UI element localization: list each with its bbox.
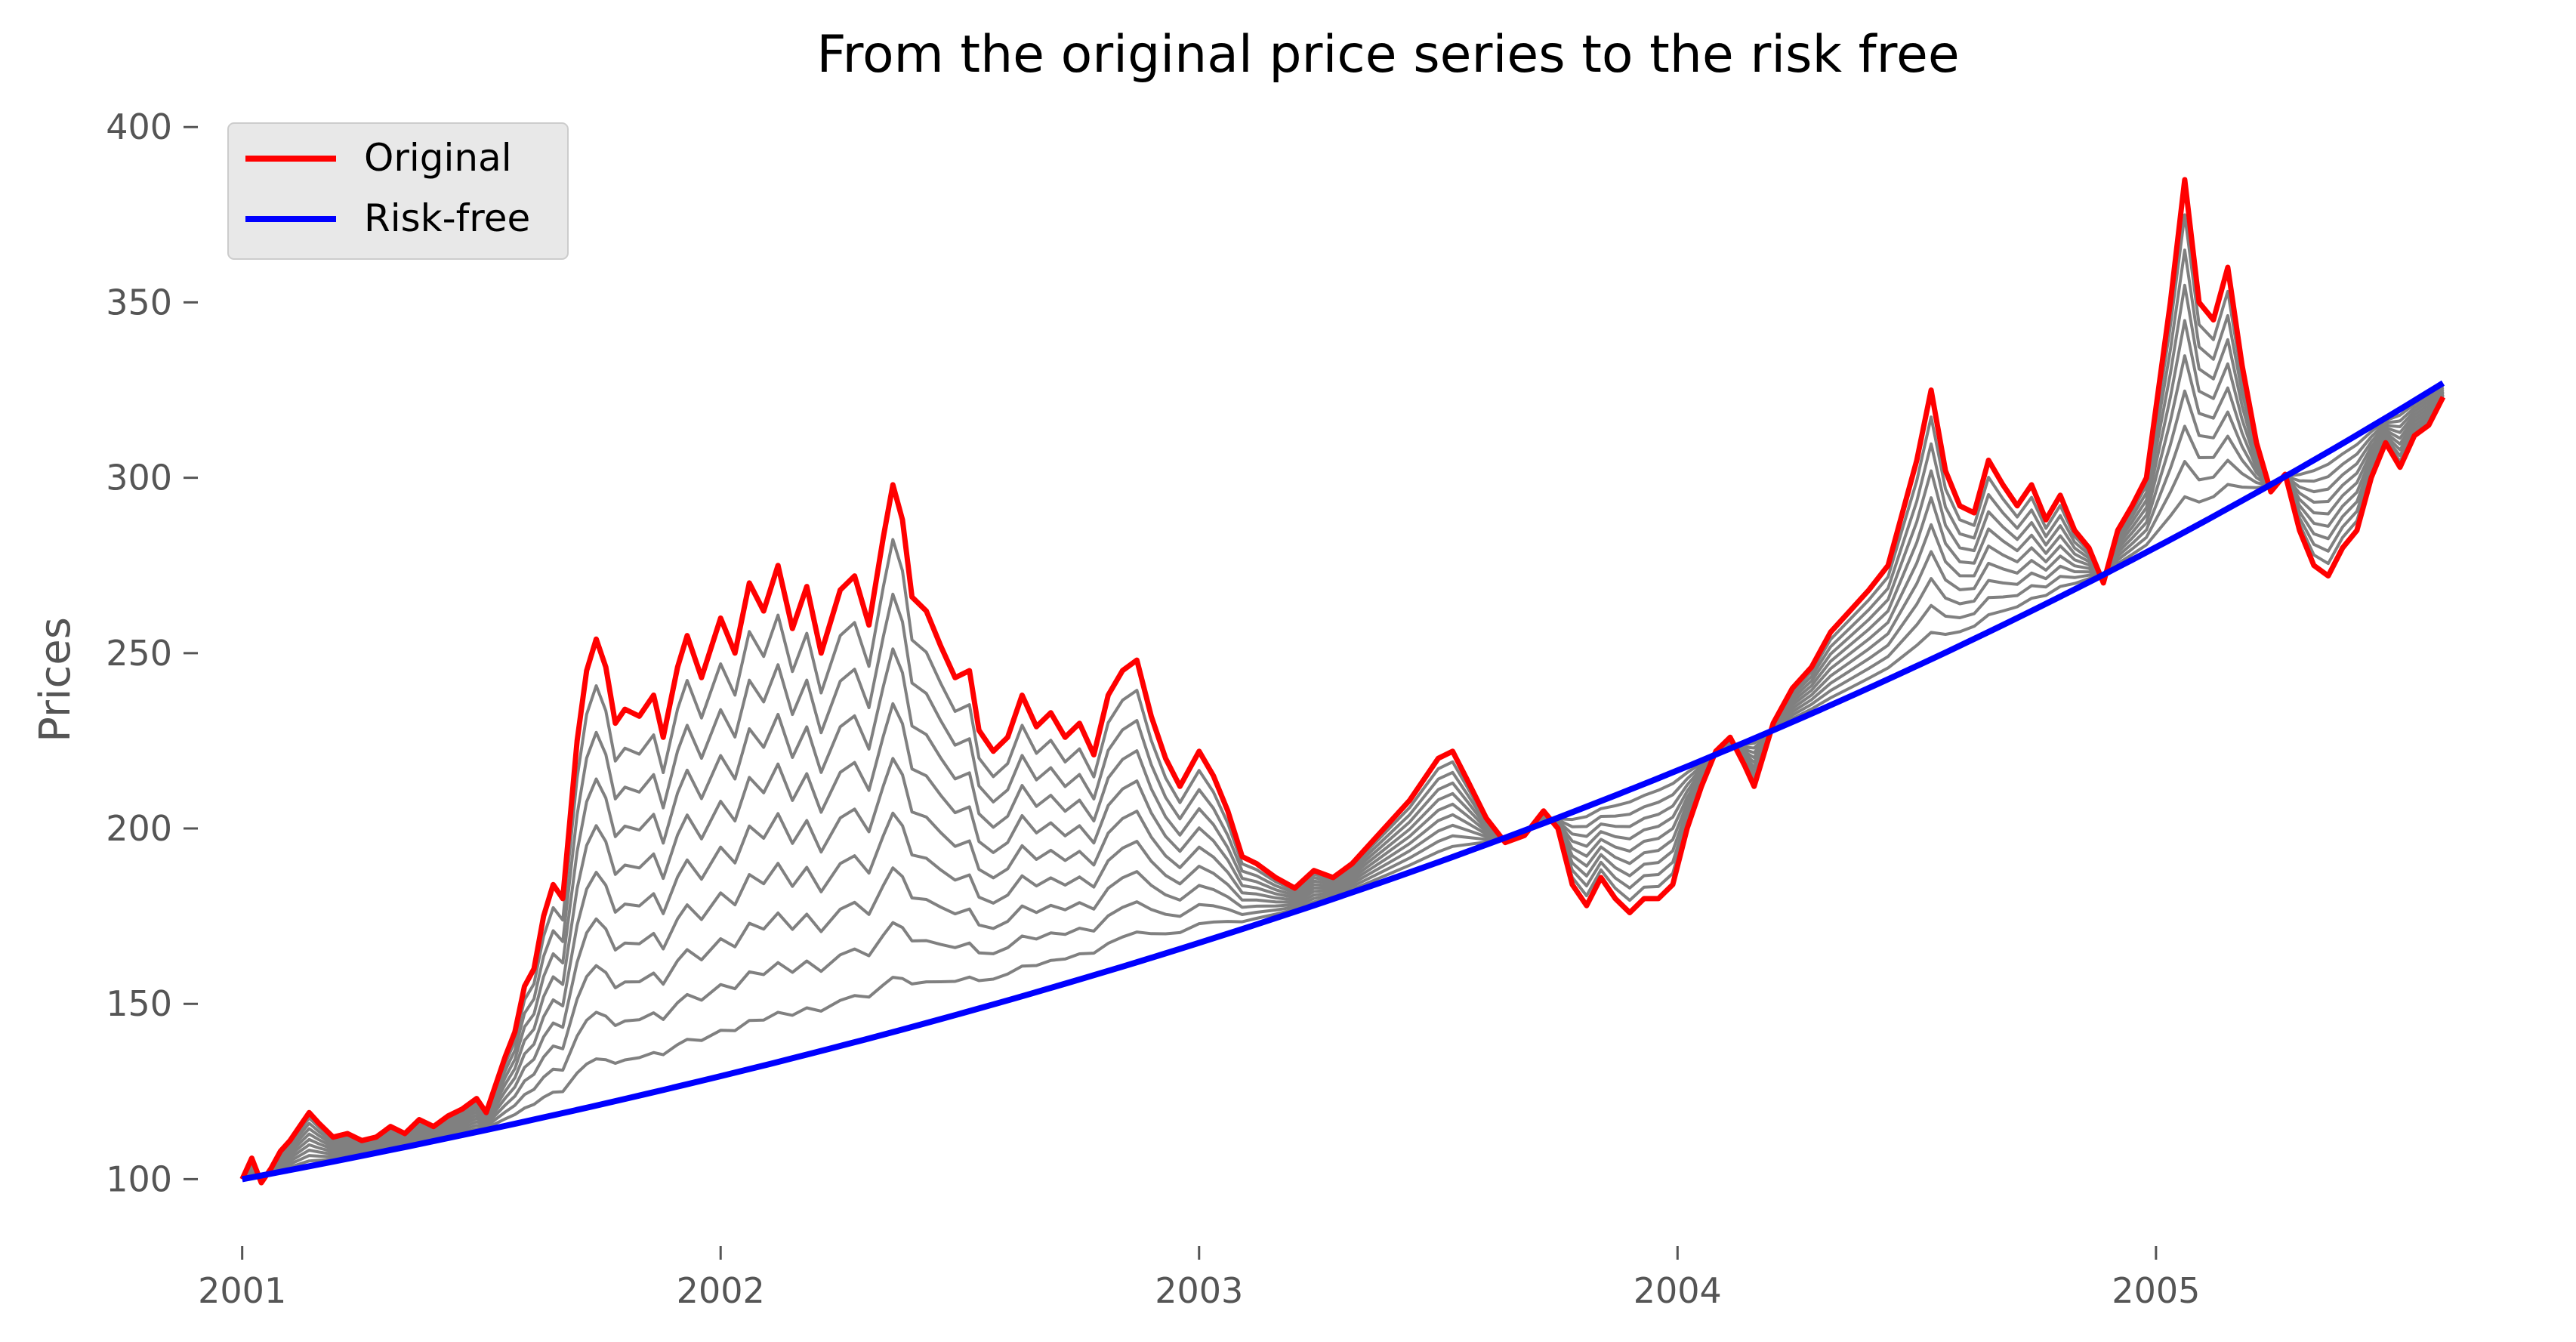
legend: Original Risk-free [227, 122, 569, 260]
blend-series-line [240, 213, 2445, 1184]
x-tick-label: 2004 [1634, 1270, 1722, 1311]
blend-series-line [241, 383, 2445, 1181]
blend-series-line [241, 319, 2445, 1182]
blend-series-group [240, 213, 2445, 1184]
series-line-original [239, 177, 2446, 1186]
y-tick-label: 250 [106, 633, 172, 674]
series-line-risk-free [241, 380, 2445, 1183]
blend-series-line [241, 386, 2445, 1180]
y-tick-label: 350 [106, 282, 172, 322]
x-tick-label: 2003 [1155, 1270, 1243, 1311]
blend-series-line [241, 387, 2445, 1180]
y-tick-label: 100 [106, 1158, 172, 1199]
blend-series-line [241, 384, 2445, 1181]
chart-title: From the original price series to the ri… [816, 25, 1959, 85]
y-axis: 100 150 200 250 300 350 400 [106, 106, 198, 1199]
y-tick-label: 200 [106, 808, 172, 849]
x-tick-label: 2001 [198, 1270, 286, 1311]
blend-series-line [241, 283, 2445, 1183]
x-tick-label: 2005 [2112, 1270, 2200, 1311]
x-axis: 2001 2002 2003 2004 2005 [198, 1246, 2200, 1311]
y-tick-label: 150 [106, 983, 172, 1024]
legend-label-risk-free: Risk-free [364, 196, 530, 240]
x-tick-label: 2002 [677, 1270, 765, 1311]
y-tick-label: 300 [106, 458, 172, 498]
y-axis-label: Prices [31, 617, 80, 742]
y-tick-label: 400 [106, 106, 172, 147]
main-series-group [239, 177, 2446, 1186]
legend-label-original: Original [364, 136, 512, 180]
blend-series-line [240, 248, 2445, 1183]
blend-series-line [241, 354, 2445, 1181]
